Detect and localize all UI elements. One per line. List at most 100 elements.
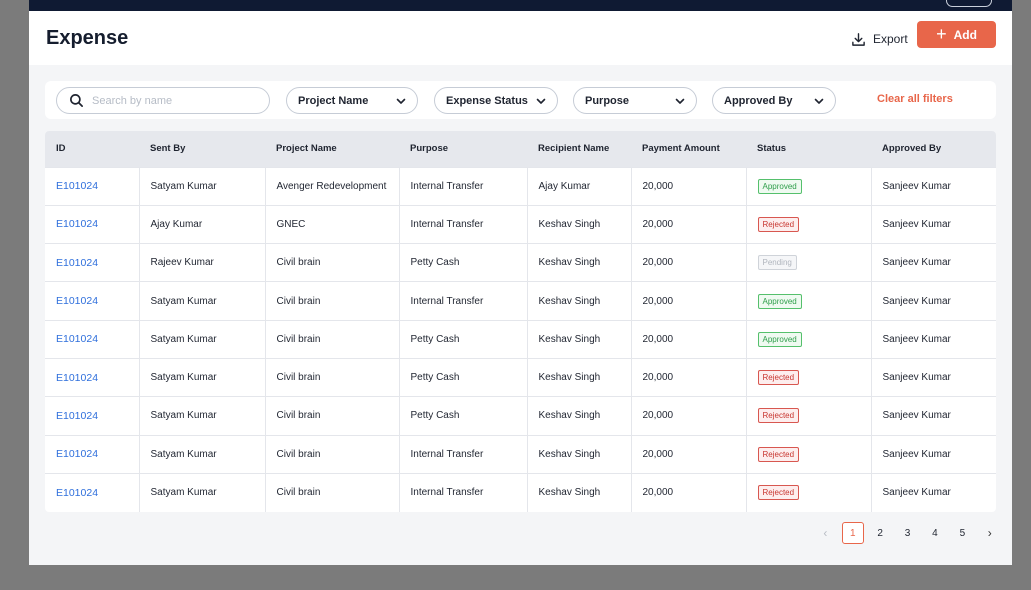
navbar-profile-button[interactable] xyxy=(946,0,992,7)
cell-approved-by: Sanjeev Kumar xyxy=(870,396,996,436)
cell-payment-amount: 20,000 xyxy=(630,320,746,359)
cell-purpose: Internal Transfer xyxy=(398,473,527,512)
search-box[interactable] xyxy=(56,87,270,114)
table-row[interactable]: E101024 Satyam Kumar Civil brain Internal T… xyxy=(45,435,996,474)
table-row[interactable]: E101024 Satyam Kumar Civil brain Petty Cash… xyxy=(45,320,996,359)
table-row[interactable]: E101024 Satyam Kumar Avenger Redevelopment… xyxy=(45,167,996,206)
table-row[interactable]: E101024 Rajeev Kumar Civil brain Petty Cash… xyxy=(45,243,996,282)
page-button-4[interactable]: 4 xyxy=(932,527,938,539)
page-button-5[interactable]: 5 xyxy=(959,527,966,539)
cell-id[interactable]: E101024 xyxy=(56,486,99,499)
cell-id[interactable]: E101024 xyxy=(56,333,99,346)
cell-approved-by: Sanjeev Kumar xyxy=(870,205,996,244)
status-badge: Pending xyxy=(757,255,797,271)
cell-recipient-name: Keshav Singh xyxy=(526,358,631,397)
cell-purpose: Petty Cash xyxy=(398,396,527,436)
cell-payment-amount: 20,000 xyxy=(630,396,746,436)
table-row[interactable]: E101024 Satyam Kumar Civil brain Petty Cash… xyxy=(45,396,996,436)
cell-project-name: Civil brain xyxy=(264,435,399,474)
top-navbar xyxy=(29,0,1012,11)
column-header-sent-by[interactable]: Sent By xyxy=(150,143,186,155)
column-header-id[interactable]: ID xyxy=(56,143,66,155)
table-header-row: ID Sent By Project Name Purpose Recipien… xyxy=(45,131,996,167)
table-row[interactable]: E101024 Satyam Kumar Civil brain Internal T… xyxy=(45,473,996,512)
search-input[interactable] xyxy=(92,94,252,107)
cell-id[interactable]: E101024 xyxy=(56,371,99,384)
cell-id[interactable]: E101024 xyxy=(56,180,99,193)
cell-id[interactable]: E101024 xyxy=(56,448,99,461)
plus-icon: + xyxy=(936,23,947,44)
cell-status: Approved xyxy=(745,167,871,206)
cell-id[interactable]: E101024 xyxy=(56,409,99,422)
chevron-down-icon xyxy=(536,98,546,104)
cell-sent-by: Rajeev Kumar xyxy=(138,243,265,282)
cell-sent-by: Satyam Kumar xyxy=(138,435,265,474)
purpose-dropdown-label: Purpose xyxy=(585,94,630,107)
cell-project-name: GNEC xyxy=(264,205,399,244)
cell-project-name: Civil brain xyxy=(264,320,399,359)
purpose-dropdown[interactable]: Purpose xyxy=(573,87,697,114)
column-header-purpose[interactable]: Purpose xyxy=(410,143,449,155)
column-header-status[interactable]: Status xyxy=(757,143,787,155)
status-badge: Rejected xyxy=(757,485,800,501)
page-button-2[interactable]: 2 xyxy=(877,527,883,539)
add-button[interactable]: + Add xyxy=(917,21,996,48)
expense-status-dropdown[interactable]: Expense Status xyxy=(434,87,558,114)
column-header-project-name[interactable]: Project Name xyxy=(276,143,337,155)
cell-project-name: Civil brain xyxy=(264,396,399,436)
pagination: ‹ 1 2 3 4 5 › xyxy=(809,522,1001,544)
cell-recipient-name: Keshav Singh xyxy=(526,435,631,474)
cell-payment-amount: 20,000 xyxy=(630,281,746,321)
export-button[interactable]: Export xyxy=(851,28,908,50)
chevron-left-icon[interactable]: ‹ xyxy=(823,526,828,540)
table-row[interactable]: E101024 Satyam Kumar Civil brain Internal T… xyxy=(45,281,996,321)
cell-purpose: Internal Transfer xyxy=(398,435,527,474)
approved-by-dropdown[interactable]: Approved By xyxy=(712,87,836,114)
page-button-1[interactable]: 1 xyxy=(841,522,864,544)
export-label: Export xyxy=(873,32,908,46)
column-header-recipient-name[interactable]: Recipient Name xyxy=(538,143,610,155)
cell-approved-by: Sanjeev Kumar xyxy=(870,473,996,512)
cell-sent-by: Satyam Kumar xyxy=(138,473,265,512)
status-badge: Rejected xyxy=(757,216,800,232)
cell-status: Rejected xyxy=(745,473,871,512)
expense-table: ID Sent By Project Name Purpose Recipien… xyxy=(45,131,996,512)
search-icon xyxy=(70,94,83,107)
chevron-right-icon[interactable]: › xyxy=(987,526,992,540)
cell-recipient-name: Keshav Singh xyxy=(526,281,631,321)
page-title: Expense xyxy=(46,27,129,49)
cell-purpose: Petty Cash xyxy=(398,358,527,397)
clear-filters-link[interactable]: Clear all filters xyxy=(877,93,953,105)
cell-approved-by: Sanjeev Kumar xyxy=(870,167,996,206)
status-badge: Rejected xyxy=(757,446,800,462)
cell-approved-by: Sanjeev Kumar xyxy=(870,281,996,321)
cell-id[interactable]: E101024 xyxy=(56,295,99,308)
cell-purpose: Internal Transfer xyxy=(398,281,527,321)
cell-approved-by: Sanjeev Kumar xyxy=(870,358,996,397)
table-row[interactable]: E101024 Satyam Kumar Civil brain Petty Cash… xyxy=(45,358,996,397)
table-row[interactable]: E101024 Ajay Kumar GNEC Internal Transfer Ke… xyxy=(45,205,996,244)
cell-recipient-name: Keshav Singh xyxy=(526,243,631,282)
status-badge: Approved xyxy=(757,331,802,347)
status-badge: Rejected xyxy=(757,408,800,424)
project-name-dropdown[interactable]: Project Name xyxy=(286,87,418,114)
cell-recipient-name: Keshav Singh xyxy=(526,320,631,359)
chevron-down-icon xyxy=(675,98,685,104)
cell-id[interactable]: E101024 xyxy=(56,218,99,231)
cell-sent-by: Satyam Kumar xyxy=(138,281,265,321)
cell-payment-amount: 20,000 xyxy=(630,167,746,206)
cell-project-name: Civil brain xyxy=(264,281,399,321)
cell-status: Approved xyxy=(745,320,871,359)
cell-purpose: Internal Transfer xyxy=(398,167,527,206)
cell-purpose: Internal Transfer xyxy=(398,205,527,244)
cell-status: Rejected xyxy=(745,435,871,474)
page-button-3[interactable]: 3 xyxy=(904,527,911,539)
column-header-approved-by[interactable]: Approved By xyxy=(882,143,942,155)
cell-recipient-name: Ajay Kumar xyxy=(526,167,631,206)
cell-sent-by: Satyam Kumar xyxy=(138,320,265,359)
column-header-payment-amount[interactable]: Payment Amount xyxy=(642,143,720,155)
cell-id[interactable]: E101024 xyxy=(56,256,99,269)
cell-payment-amount: 20,000 xyxy=(630,358,746,397)
cell-approved-by: Sanjeev Kumar xyxy=(870,320,996,359)
cell-sent-by: Satyam Kumar xyxy=(138,396,265,436)
